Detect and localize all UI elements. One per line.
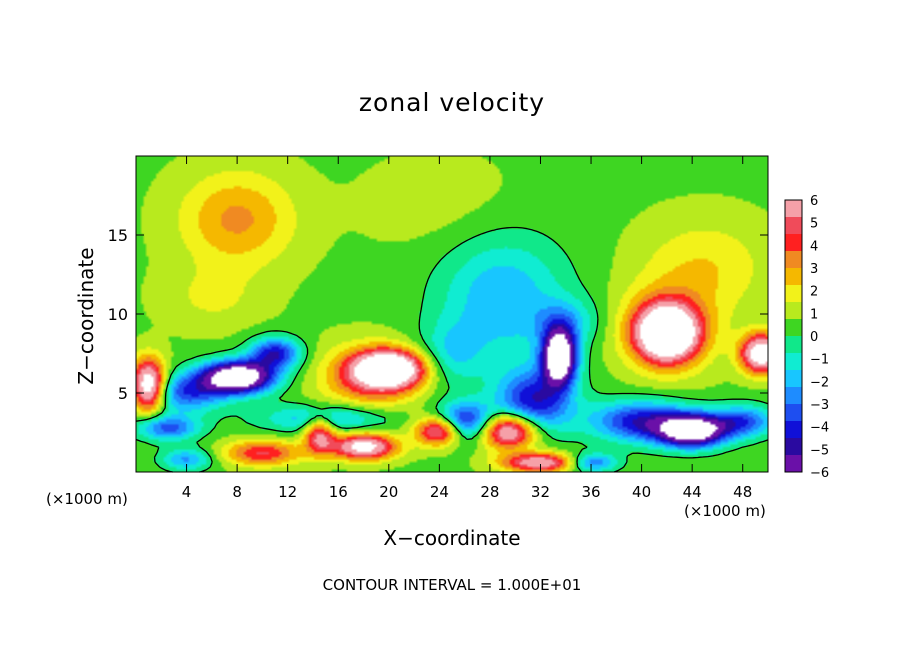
x-tick-label: 28 (480, 483, 499, 501)
y-axis-label: Z−coordinate (74, 247, 98, 385)
y-tick-label: 5 (118, 384, 128, 403)
x-axis-unit-left: (×1000 m) (46, 490, 128, 508)
colorbar-tick-label: −2 (810, 375, 829, 390)
zero-contour-line (135, 226, 769, 473)
x-tick-label: 4 (182, 483, 192, 501)
colorbar-swatch (785, 404, 802, 422)
x-tick-label: 40 (632, 483, 651, 501)
x-tick-label: 8 (232, 483, 242, 501)
colorbar-tick-label: −1 (810, 353, 829, 368)
colorbar-swatch (785, 421, 802, 439)
x-tick-label: 16 (329, 483, 348, 501)
x-tick-label: 20 (379, 483, 398, 501)
colorbar-swatch (785, 336, 802, 354)
colorbar-swatch (785, 438, 802, 456)
colorbar-tick-label: −3 (810, 398, 829, 413)
colorbar-swatch (785, 302, 802, 320)
colorbar-tick-label: −6 (810, 466, 829, 481)
x-tick-label: 36 (581, 483, 600, 501)
colorbar-swatch (785, 285, 802, 303)
y-tick-label: 10 (108, 305, 128, 324)
x-tick-label: 32 (531, 483, 550, 501)
colorbar-swatch (785, 251, 802, 269)
colorbar-swatch (785, 268, 802, 286)
x-tick-label: 48 (733, 483, 752, 501)
colorbar-swatch (785, 200, 802, 218)
colorbar-frame (784, 199, 803, 473)
x-tick-label: 44 (683, 483, 702, 501)
y-tick-label: 15 (108, 226, 128, 245)
colorbar-tick-label: 1 (810, 307, 818, 322)
colorbar-tick-label: 4 (810, 239, 818, 254)
colorbar-swatch (785, 370, 802, 388)
colorbar-tick-label: −5 (810, 443, 829, 458)
colorbar-tick-label: 6 (810, 194, 818, 209)
colorbar-swatch (785, 387, 802, 405)
contour-interval-note: CONTOUR INTERVAL = 1.000E+01 (322, 576, 582, 594)
colorbar-swatch (785, 353, 802, 371)
colorbar-tick-label: 5 (810, 217, 818, 232)
colorbar-tick-label: 3 (810, 262, 818, 277)
colorbar-swatch (785, 455, 802, 473)
chart-title: zonal velocity (358, 88, 546, 117)
colorbar-tick-label: −4 (810, 421, 829, 436)
x-tick-label: 12 (278, 483, 297, 501)
colorbar-swatch (785, 234, 802, 252)
colorbar-tick-label: 2 (810, 285, 818, 300)
colorbar-tick-label: 0 (810, 330, 818, 345)
x-axis-unit-right: (×1000 m) (684, 502, 766, 520)
x-axis-label: X−coordinate (383, 526, 521, 550)
colorbar-swatch (785, 217, 802, 235)
x-tick-label: 24 (430, 483, 449, 501)
colorbar-swatch (785, 319, 802, 337)
